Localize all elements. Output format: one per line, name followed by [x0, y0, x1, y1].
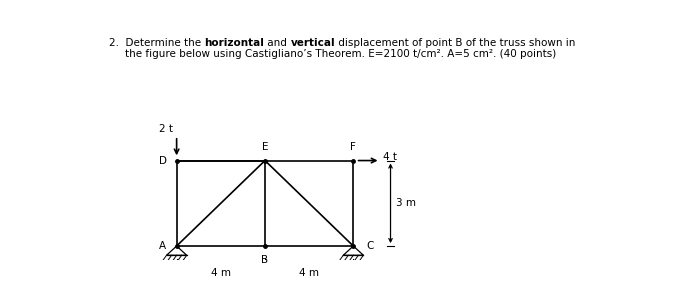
Text: B: B: [261, 255, 269, 265]
Text: A: A: [159, 241, 166, 251]
Text: D: D: [159, 156, 167, 166]
Text: horizontal: horizontal: [204, 38, 265, 48]
Text: 4 t: 4 t: [383, 152, 397, 162]
Text: E: E: [262, 142, 268, 152]
Text: 4 m: 4 m: [211, 268, 231, 278]
Text: displacement of point B of the truss shown in: displacement of point B of the truss sho…: [335, 38, 575, 48]
Text: the figure below using Castigliano’s Theorem. E=2100 t/cm². A=5 cm². (40 points): the figure below using Castigliano’s The…: [125, 49, 556, 59]
Text: 4 m: 4 m: [299, 268, 319, 278]
Text: vertical: vertical: [290, 38, 335, 48]
Text: 2.  Determine the: 2. Determine the: [109, 38, 204, 48]
Text: and: and: [265, 38, 290, 48]
Text: 3 m: 3 m: [396, 198, 416, 208]
Text: F: F: [351, 142, 356, 152]
Text: 2 t: 2 t: [159, 124, 173, 134]
Text: C: C: [367, 241, 374, 251]
